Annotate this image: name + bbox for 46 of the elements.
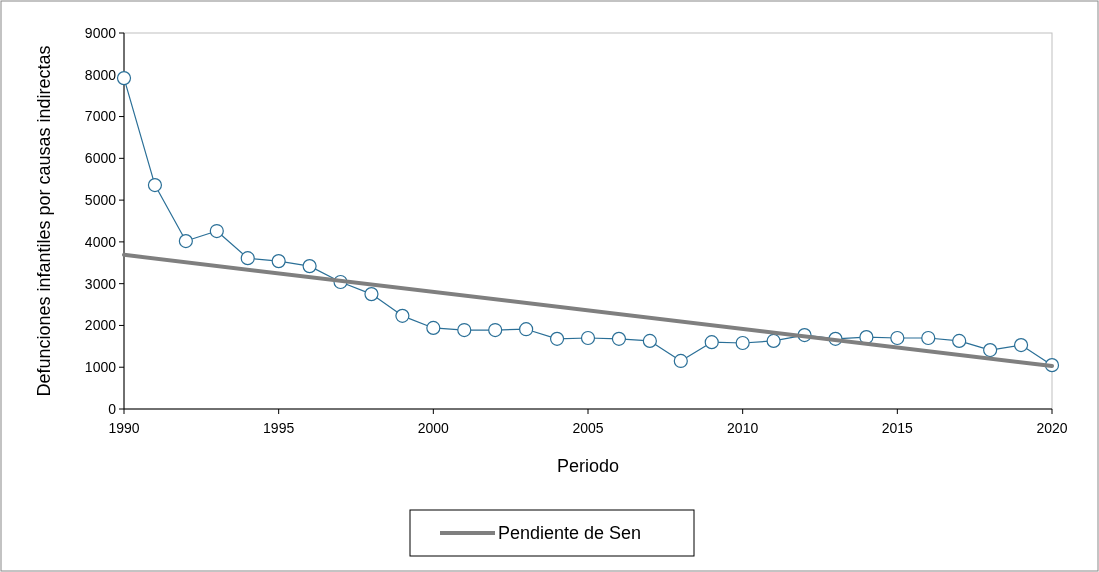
point	[735, 335, 750, 351]
point	[642, 333, 657, 348]
point	[766, 333, 781, 348]
x-tick-label: 1990	[108, 420, 140, 436]
point	[147, 177, 163, 193]
point	[178, 233, 193, 249]
point	[426, 320, 441, 336]
y-tick-label: 2000	[84, 317, 117, 334]
point	[116, 71, 132, 86]
y-tick-label: 8000	[84, 66, 117, 83]
y-tick-label: 9000	[84, 24, 117, 41]
y-tick-label: 1000	[84, 359, 117, 376]
x-tick-label: 2000	[417, 420, 450, 436]
point	[271, 254, 286, 269]
y-tick-label: 3000	[84, 275, 117, 292]
point	[580, 330, 596, 346]
y-tick-label: 5000	[84, 192, 117, 209]
x-tick-label: 2020	[1036, 420, 1068, 436]
x-tick-label: 1995	[263, 420, 295, 436]
x-tick-label: 2010	[727, 420, 759, 436]
point	[302, 259, 317, 274]
point	[1013, 337, 1029, 353]
legend-label: Pendiente de Sen	[498, 523, 642, 544]
point	[890, 330, 905, 346]
y-tick-label: 7000	[84, 108, 117, 125]
point	[488, 322, 503, 338]
point	[364, 287, 379, 302]
x-tick-label: 2015	[881, 420, 914, 436]
x-tick-label: 2005	[572, 420, 604, 436]
point	[457, 322, 472, 338]
point	[611, 331, 627, 346]
x-axis-title: Periodo	[556, 456, 620, 476]
point	[549, 331, 565, 346]
point	[704, 335, 719, 350]
y-tick-label: 4000	[84, 233, 117, 250]
point	[921, 330, 936, 346]
y-axis-title: Defunciones infantiles por causas indirectas	[34, 45, 54, 397]
point	[240, 251, 255, 266]
y-tick-label: 0	[108, 400, 117, 417]
point	[983, 342, 998, 358]
y-tick-label: 6000	[84, 150, 117, 167]
point	[952, 333, 967, 348]
point	[209, 223, 224, 239]
point	[395, 308, 410, 323]
point	[673, 353, 688, 369]
point	[519, 322, 534, 337]
